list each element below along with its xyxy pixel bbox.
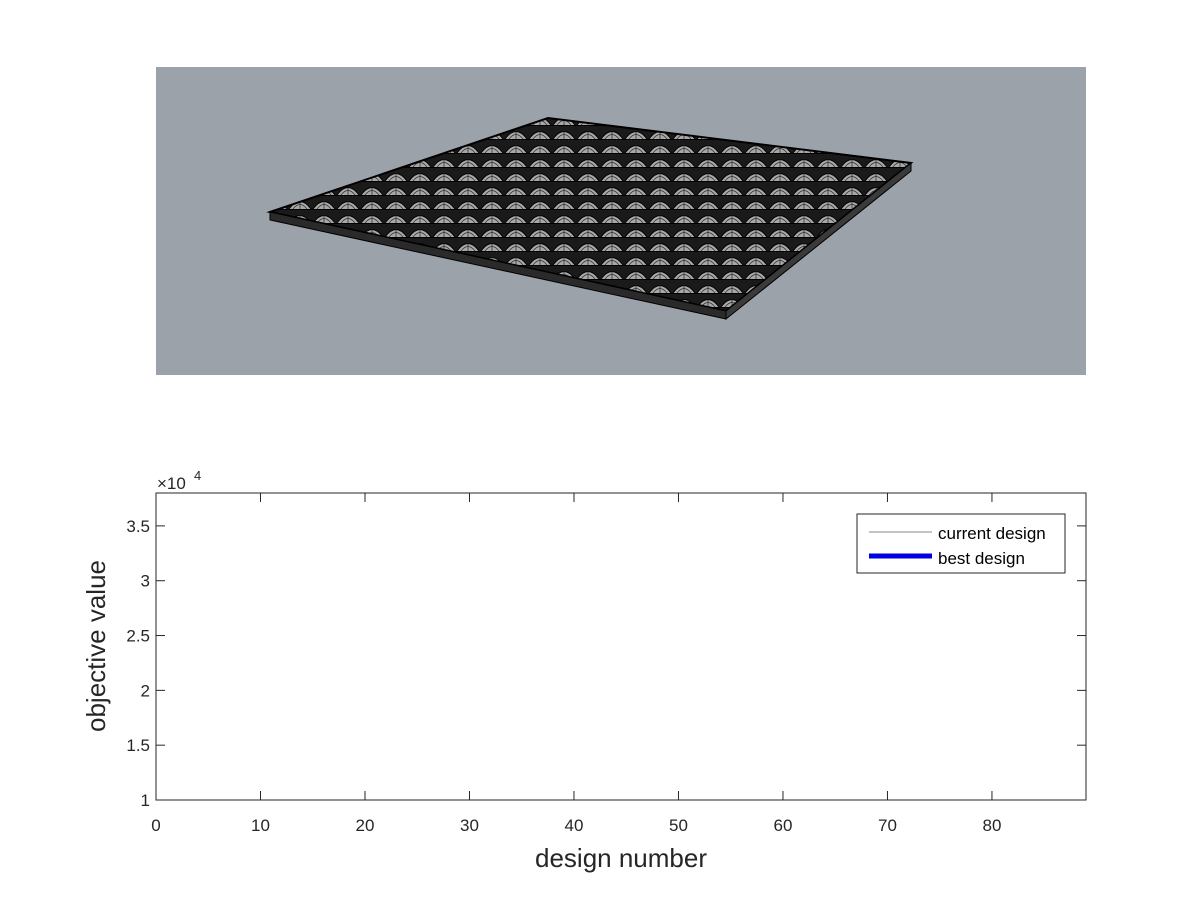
x-tick-label: 20 [356, 816, 375, 835]
legend: current design best design [856, 513, 1066, 574]
legend-box [856, 513, 1066, 574]
x-tick-label: 60 [774, 816, 793, 835]
plot-frame [155, 492, 1087, 801]
y-tick-label: 2 [141, 681, 150, 700]
y-tick-label: 1 [141, 791, 150, 810]
y-exponent-power: 4 [194, 468, 201, 483]
legend-label-current-design: current design [938, 524, 1046, 543]
x-tick-label: 0 [151, 816, 160, 835]
y-tick-label: 2.5 [126, 627, 150, 646]
y-axis: 1 1.5 2 2.5 3 3.5 [126, 517, 1086, 810]
x-tick-label: 30 [460, 816, 479, 835]
y-axis-label: objective value [81, 560, 111, 732]
x-tick-label: 40 [565, 816, 584, 835]
y-tick-label: 1.5 [126, 736, 150, 755]
shell-right-edge [725, 161, 912, 321]
render-panel [156, 67, 1086, 375]
y-exponent-base: ×10 [157, 474, 186, 493]
objective-chart: 0 10 20 30 40 50 60 70 80 1 1.5 2 2.5 3 3.5 design nu… [81, 468, 1087, 873]
legend-label-best-design: best design [938, 549, 1025, 568]
x-tick-label: 10 [251, 816, 270, 835]
x-tick-label: 70 [878, 816, 897, 835]
y-tick-label: 3 [141, 572, 150, 591]
y-tick-label: 3.5 [126, 517, 150, 536]
x-tick-label: 80 [982, 816, 1001, 835]
shell-model [266, 116, 914, 321]
x-axis-label: design number [535, 843, 707, 873]
x-tick-label: 50 [669, 816, 688, 835]
y-exponent: ×10 4 [157, 468, 201, 493]
